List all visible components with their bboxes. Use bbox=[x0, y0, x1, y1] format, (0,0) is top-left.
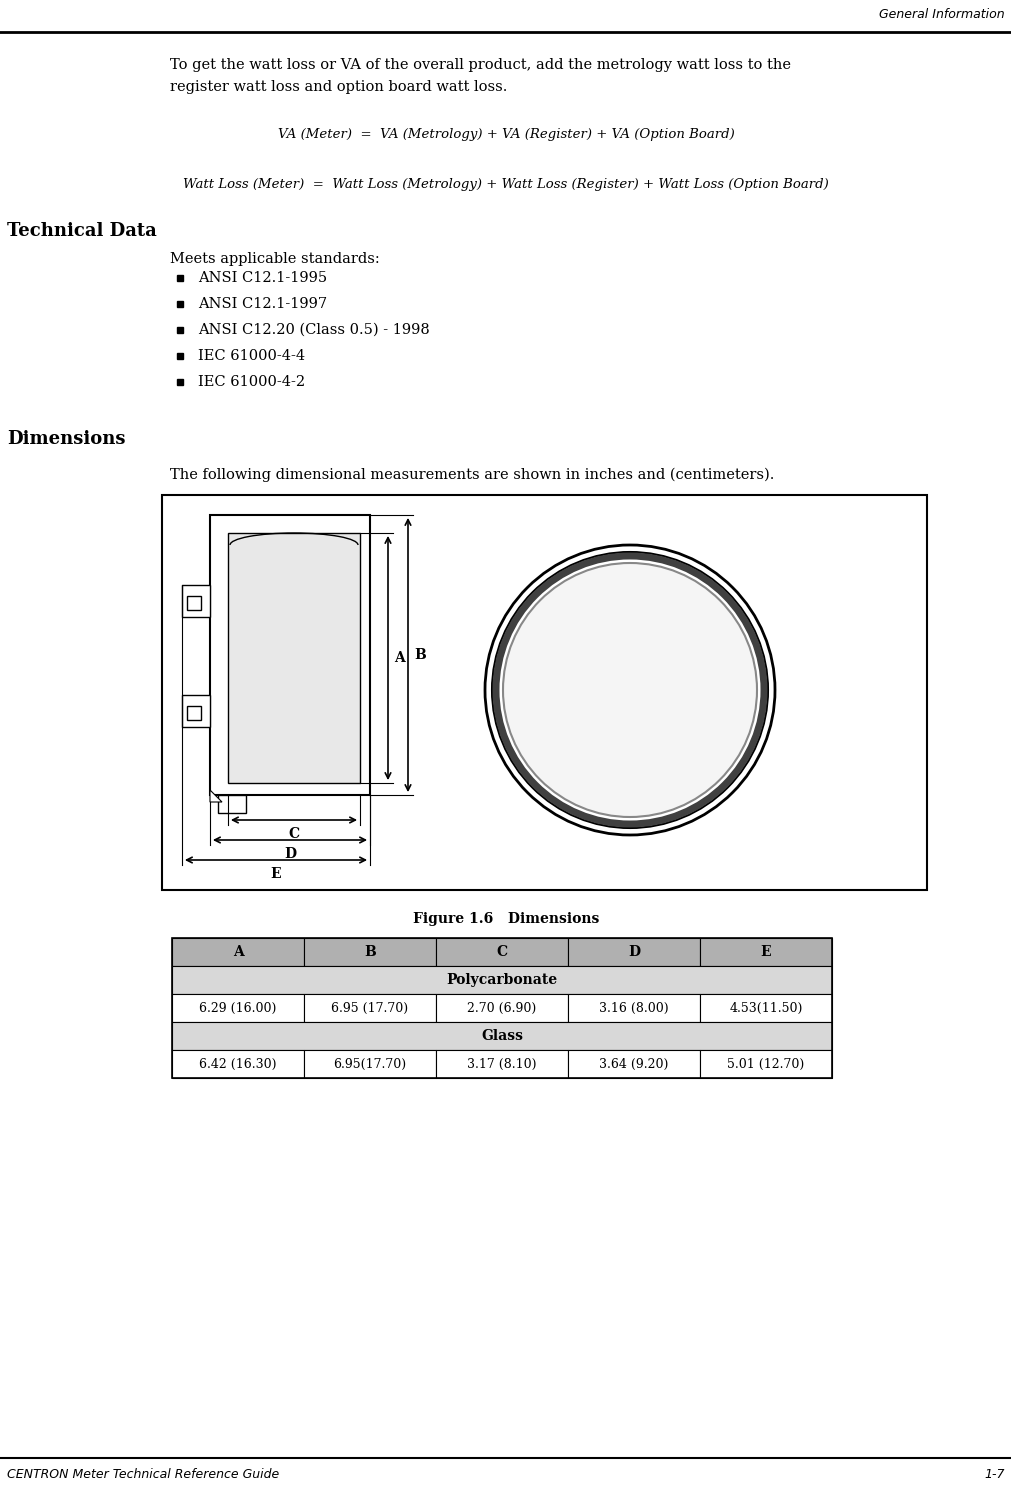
Bar bbox=[162, 495, 926, 890]
Text: 6.42 (16.30): 6.42 (16.30) bbox=[199, 1058, 276, 1070]
Text: The following dimensional measurements are shown in inches and (centimeters).: The following dimensional measurements a… bbox=[170, 468, 773, 483]
Text: E: E bbox=[270, 867, 281, 881]
Text: General Information: General Information bbox=[879, 7, 1004, 21]
Bar bbox=[436, 1050, 567, 1077]
Bar bbox=[172, 939, 831, 1077]
Bar bbox=[567, 939, 700, 966]
Text: CENTRON Meter Technical Reference Guide: CENTRON Meter Technical Reference Guide bbox=[7, 1468, 279, 1481]
Text: Figure 1.6   Dimensions: Figure 1.6 Dimensions bbox=[412, 912, 599, 925]
Bar bbox=[700, 939, 831, 966]
Bar bbox=[182, 586, 210, 617]
Text: 6.29 (16.00): 6.29 (16.00) bbox=[199, 1001, 276, 1015]
Ellipse shape bbox=[495, 556, 763, 824]
Text: 6.95(17.70): 6.95(17.70) bbox=[333, 1058, 406, 1070]
Text: Polycarbonate: Polycarbonate bbox=[446, 973, 557, 986]
Bar bbox=[436, 994, 567, 1022]
Ellipse shape bbox=[502, 563, 756, 817]
Text: IEC 61000-4-2: IEC 61000-4-2 bbox=[198, 375, 305, 389]
Bar bbox=[436, 939, 567, 966]
Text: D: D bbox=[627, 945, 639, 960]
Bar bbox=[172, 939, 303, 966]
Bar bbox=[567, 994, 700, 1022]
Text: Meets applicable standards:: Meets applicable standards: bbox=[170, 252, 379, 267]
Text: D: D bbox=[284, 846, 296, 861]
Bar bbox=[187, 706, 201, 720]
Text: 5.01 (12.70): 5.01 (12.70) bbox=[727, 1058, 804, 1070]
Bar bbox=[172, 1022, 831, 1050]
Bar bbox=[700, 994, 831, 1022]
Bar bbox=[303, 1050, 436, 1077]
Text: 1-7: 1-7 bbox=[984, 1468, 1004, 1481]
Text: A: A bbox=[233, 945, 243, 960]
Ellipse shape bbox=[491, 551, 767, 828]
Bar bbox=[227, 533, 360, 784]
Text: VA (Meter)  =  VA (Metrology) + VA (Register) + VA (Option Board): VA (Meter) = VA (Metrology) + VA (Regist… bbox=[277, 128, 734, 142]
Bar bbox=[172, 994, 303, 1022]
Text: IEC 61000-4-4: IEC 61000-4-4 bbox=[198, 349, 305, 364]
Bar bbox=[210, 516, 370, 796]
Text: Dimensions: Dimensions bbox=[7, 431, 125, 448]
Bar bbox=[172, 966, 831, 994]
Bar bbox=[303, 994, 436, 1022]
Text: 4.53(11.50): 4.53(11.50) bbox=[729, 1001, 802, 1015]
Text: C: C bbox=[288, 827, 299, 840]
Text: 3.64 (9.20): 3.64 (9.20) bbox=[599, 1058, 668, 1070]
Polygon shape bbox=[210, 790, 221, 802]
Text: C: C bbox=[496, 945, 508, 960]
Text: Technical Data: Technical Data bbox=[7, 222, 157, 240]
Text: E: E bbox=[760, 945, 770, 960]
Bar bbox=[172, 1050, 303, 1077]
Text: B: B bbox=[364, 945, 375, 960]
Bar bbox=[187, 596, 201, 609]
Text: B: B bbox=[413, 648, 426, 662]
Ellipse shape bbox=[484, 545, 774, 834]
Bar bbox=[567, 1050, 700, 1077]
Text: 6.95 (17.70): 6.95 (17.70) bbox=[332, 1001, 408, 1015]
Bar bbox=[217, 796, 246, 814]
Text: Watt Loss (Meter)  =  Watt Loss (Metrology) + Watt Loss (Register) + Watt Loss (: Watt Loss (Meter) = Watt Loss (Metrology… bbox=[183, 177, 828, 191]
Text: 3.17 (8.10): 3.17 (8.10) bbox=[467, 1058, 536, 1070]
Text: ANSI C12.20 (Class 0.5) - 1998: ANSI C12.20 (Class 0.5) - 1998 bbox=[198, 323, 430, 337]
Text: ANSI C12.1-1995: ANSI C12.1-1995 bbox=[198, 271, 327, 285]
Text: Glass: Glass bbox=[480, 1030, 523, 1043]
Text: 2.70 (6.90): 2.70 (6.90) bbox=[467, 1001, 536, 1015]
Bar bbox=[700, 1050, 831, 1077]
Text: To get the watt loss or VA of the overall product, add the metrology watt loss t: To get the watt loss or VA of the overal… bbox=[170, 58, 791, 72]
Bar bbox=[303, 939, 436, 966]
Bar bbox=[182, 694, 210, 727]
Text: ANSI C12.1-1997: ANSI C12.1-1997 bbox=[198, 297, 327, 311]
Text: A: A bbox=[393, 651, 404, 665]
Text: register watt loss and option board watt loss.: register watt loss and option board watt… bbox=[170, 80, 507, 94]
Text: 3.16 (8.00): 3.16 (8.00) bbox=[599, 1001, 668, 1015]
